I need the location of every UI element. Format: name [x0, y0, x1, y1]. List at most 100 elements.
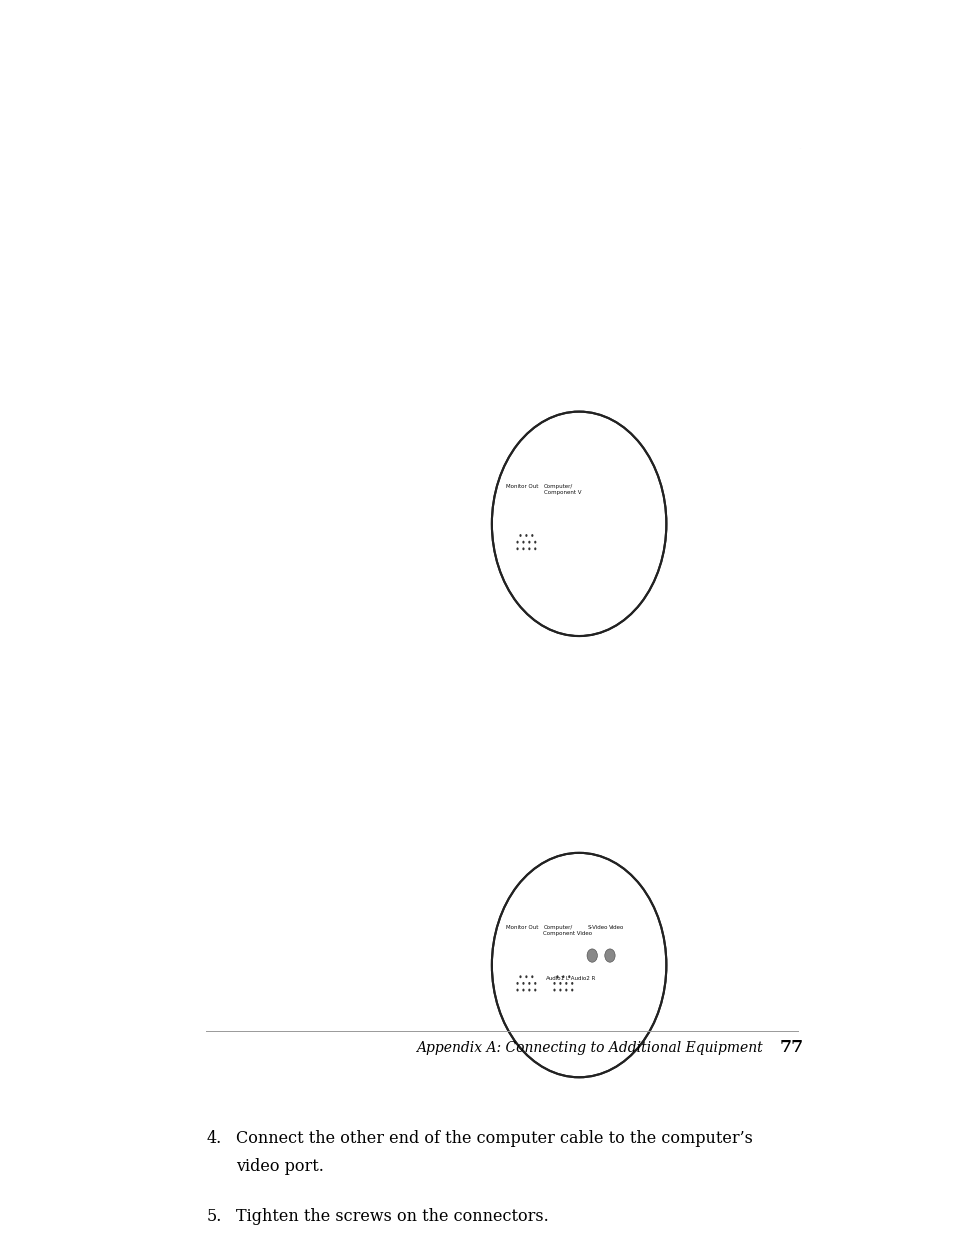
Polygon shape — [219, 473, 282, 494]
Circle shape — [233, 951, 254, 978]
Circle shape — [516, 982, 518, 984]
Circle shape — [534, 547, 536, 551]
Circle shape — [558, 979, 573, 998]
Circle shape — [571, 982, 573, 984]
Polygon shape — [355, 941, 413, 952]
Circle shape — [604, 948, 615, 962]
FancyBboxPatch shape — [219, 935, 282, 1002]
Circle shape — [516, 989, 518, 992]
Circle shape — [518, 976, 521, 978]
Text: S-Video: S-Video — [587, 925, 608, 930]
Circle shape — [564, 982, 567, 984]
Circle shape — [553, 982, 555, 984]
Circle shape — [582, 944, 601, 968]
Circle shape — [571, 989, 573, 992]
Text: Appendix A: Connecting to Additional Equipment: Appendix A: Connecting to Additional Equ… — [416, 1041, 761, 1055]
FancyBboxPatch shape — [500, 545, 533, 561]
Text: Monitor Out: Monitor Out — [506, 484, 538, 489]
PathPatch shape — [119, 148, 858, 1099]
Circle shape — [522, 541, 524, 543]
Circle shape — [516, 541, 518, 543]
Text: as the projector screen, connect the monitor cable to the: as the projector screen, connect the mon… — [235, 400, 701, 417]
Text: L Audio2 R: L Audio2 R — [565, 977, 595, 982]
Circle shape — [443, 524, 449, 531]
Circle shape — [558, 982, 561, 984]
FancyBboxPatch shape — [800, 1008, 855, 1077]
Text: port, as shown.: port, as shown. — [356, 429, 486, 446]
FancyBboxPatch shape — [355, 952, 413, 989]
FancyBboxPatch shape — [545, 986, 575, 1003]
Text: If you want to view the display on your computer monitor as well: If you want to view the display on your … — [235, 372, 766, 389]
Circle shape — [522, 989, 524, 992]
Text: Audio1: Audio1 — [545, 977, 564, 982]
Circle shape — [228, 503, 260, 545]
Circle shape — [417, 965, 423, 972]
Circle shape — [586, 948, 597, 962]
Circle shape — [528, 547, 530, 551]
Circle shape — [528, 982, 530, 984]
Circle shape — [564, 989, 567, 992]
Circle shape — [531, 534, 533, 537]
FancyBboxPatch shape — [355, 511, 413, 547]
Text: Disconnect the monitor cable from the video port on the back of: Disconnect the monitor cable from the vi… — [235, 294, 760, 311]
Text: 4.: 4. — [206, 1130, 221, 1146]
Polygon shape — [355, 500, 413, 511]
PathPatch shape — [119, 148, 858, 1099]
Circle shape — [228, 944, 260, 986]
Text: projector’s: projector’s — [235, 429, 329, 446]
Text: Connect the other end of the computer cable to the computer’s: Connect the other end of the computer ca… — [235, 1130, 752, 1146]
Circle shape — [570, 979, 585, 998]
FancyBboxPatch shape — [504, 473, 644, 597]
Polygon shape — [514, 530, 539, 553]
Polygon shape — [219, 914, 282, 935]
Text: Monitor Out: Monitor Out — [286, 429, 392, 443]
Circle shape — [534, 982, 536, 984]
Text: 77: 77 — [779, 1040, 802, 1056]
Circle shape — [531, 976, 533, 978]
Polygon shape — [514, 971, 539, 995]
Polygon shape — [545, 530, 571, 553]
FancyBboxPatch shape — [504, 915, 644, 1037]
Circle shape — [534, 541, 536, 543]
Text: 5.: 5. — [206, 1208, 222, 1225]
Circle shape — [522, 547, 524, 551]
Circle shape — [528, 541, 530, 543]
FancyBboxPatch shape — [225, 559, 256, 572]
Circle shape — [553, 989, 555, 992]
Circle shape — [239, 958, 249, 971]
Text: the computer.: the computer. — [235, 322, 349, 340]
Text: Monitor Out: Monitor Out — [506, 925, 538, 930]
Circle shape — [558, 989, 561, 992]
Circle shape — [522, 982, 524, 984]
Polygon shape — [282, 914, 287, 1002]
Text: video port.: video port. — [235, 1158, 324, 1176]
Text: Video: Video — [608, 925, 623, 930]
Circle shape — [534, 989, 536, 992]
FancyBboxPatch shape — [416, 960, 450, 978]
Text: Computer/Component Video: Computer/Component Video — [235, 766, 467, 782]
Circle shape — [518, 534, 521, 537]
Text: 3.: 3. — [206, 737, 222, 753]
FancyBboxPatch shape — [219, 494, 282, 559]
Text: Tighten the screws on the connectors.: Tighten the screws on the connectors. — [235, 1208, 548, 1225]
Text: port.: port. — [387, 766, 432, 782]
Circle shape — [443, 965, 449, 972]
Polygon shape — [282, 473, 287, 559]
Text: Connecting the Computer Cable: Connecting the Computer Cable — [206, 248, 593, 270]
Circle shape — [561, 976, 564, 978]
Circle shape — [528, 989, 530, 992]
Circle shape — [417, 524, 423, 531]
Circle shape — [233, 510, 254, 537]
Text: 1.: 1. — [206, 294, 222, 311]
Circle shape — [516, 547, 518, 551]
Text: Computer/
Component Video: Computer/ Component Video — [543, 925, 592, 936]
Circle shape — [556, 976, 558, 978]
Circle shape — [525, 976, 527, 978]
Circle shape — [568, 976, 570, 978]
Circle shape — [599, 944, 618, 968]
FancyBboxPatch shape — [225, 1002, 256, 1013]
Text: 2.: 2. — [206, 372, 221, 389]
Circle shape — [545, 979, 559, 998]
Text: Connect one end of the computer cable to the projector’s: Connect one end of the computer cable to… — [235, 737, 703, 753]
Text: Computer/
Component V: Computer/ Component V — [543, 484, 581, 495]
